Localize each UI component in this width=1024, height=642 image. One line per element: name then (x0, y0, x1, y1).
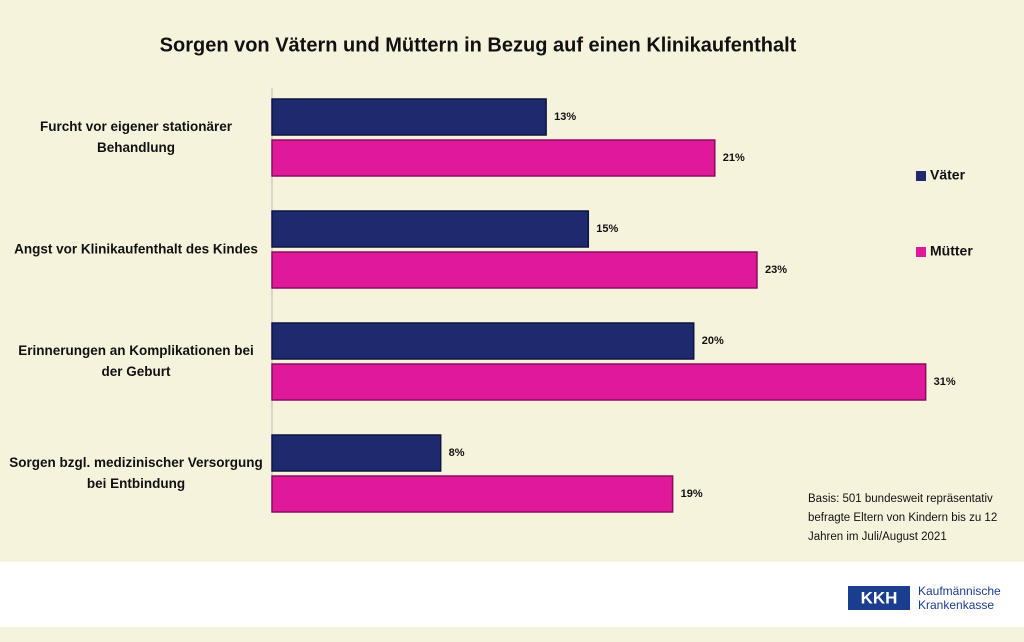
bar (271, 210, 590, 248)
data-label: 8% (449, 447, 465, 459)
logo-mark: KKH (861, 588, 898, 607)
legend-label: Mütter (930, 243, 973, 259)
category-label: Sorgen bzgl. medizinischer Versorgung be… (9, 455, 263, 491)
category-label: Furcht vor eigener stationärer Behandlun… (39, 119, 233, 155)
logo-text: Kaufmännische (918, 584, 1001, 598)
bar (271, 322, 695, 360)
logo-text: Krankenkasse (918, 598, 994, 612)
category-label: Erinnerungen an Komplikationen bei der G… (18, 343, 254, 379)
bar (271, 139, 716, 177)
chart-title: Sorgen von Vätern und Müttern in Bezug a… (160, 34, 797, 56)
data-label: 19% (681, 488, 703, 500)
category-label: Angst vor Klinikaufenthalt des Kindes (14, 241, 258, 257)
legend-label: Väter (930, 167, 966, 183)
legend-swatch (916, 171, 926, 181)
data-label: 15% (596, 223, 618, 235)
data-label: 13% (554, 111, 576, 123)
data-label: 31% (934, 376, 956, 388)
bar (271, 475, 674, 513)
bar (271, 98, 547, 136)
data-label: 21% (723, 152, 745, 164)
data-label: 23% (765, 264, 787, 276)
data-label: 20% (702, 335, 724, 347)
bar (271, 251, 758, 289)
bar (271, 434, 442, 472)
footer-strip (0, 627, 1024, 642)
logo-box (848, 586, 910, 610)
bar (271, 363, 927, 401)
note: Basis: 501 bundesweit repräsentativ befr… (808, 493, 998, 543)
legend-swatch (916, 247, 926, 257)
